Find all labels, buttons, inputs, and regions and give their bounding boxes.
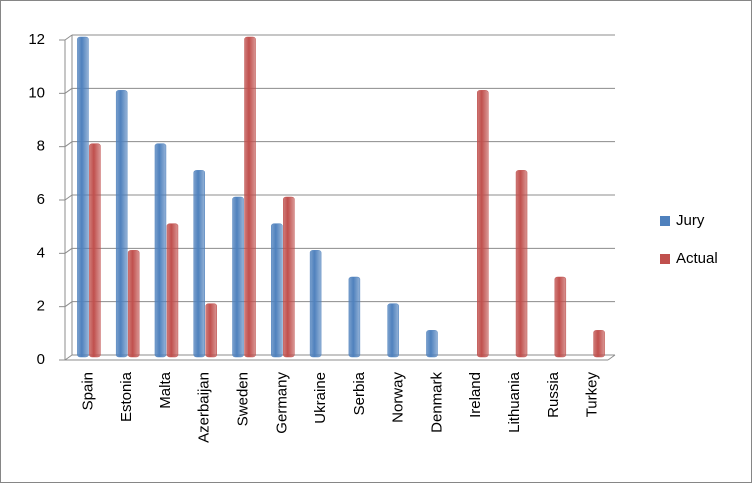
- grid-line-side: [64, 141, 73, 148]
- grid-line-side: [64, 354, 73, 361]
- bar: [348, 276, 361, 358]
- bar: [593, 330, 605, 358]
- x-tick-label: Germany: [273, 372, 290, 434]
- x-tick-label: Lithuania: [506, 371, 523, 433]
- bar: [115, 90, 128, 358]
- bar: [244, 36, 256, 358]
- y-tick-label: 4: [37, 244, 45, 261]
- y-tick-label: 2: [37, 298, 45, 315]
- y-tick-label: 0: [37, 351, 45, 368]
- x-tick-label: Spain: [79, 372, 96, 410]
- x-tick-label: Russia: [545, 371, 562, 418]
- legend-swatch: [660, 254, 670, 264]
- bar: [515, 170, 528, 358]
- y-tick-label: 8: [37, 138, 45, 155]
- legend-swatch: [660, 216, 670, 226]
- x-tick-label: Serbia: [351, 371, 368, 415]
- bar: [205, 303, 217, 358]
- x-tick-label: Turkey: [584, 372, 601, 418]
- bar: [89, 143, 101, 358]
- y-tick-label: 10: [28, 84, 45, 101]
- grid-line-side: [64, 301, 73, 308]
- y-tick-label: 12: [28, 31, 45, 48]
- grid-line-side: [64, 34, 73, 41]
- bar: [127, 250, 140, 358]
- legend-label: Actual: [676, 250, 718, 267]
- bar: [166, 223, 179, 358]
- x-tick-label: Estonia: [118, 371, 135, 422]
- bar: [426, 330, 438, 358]
- x-tick-label: Norway: [390, 372, 407, 423]
- bar: [554, 276, 567, 358]
- floor-side: [607, 354, 616, 361]
- bar: [193, 170, 205, 358]
- grid-line-side: [64, 247, 73, 254]
- bar: [477, 90, 489, 358]
- bar: [309, 250, 322, 358]
- legend-label: Jury: [676, 212, 705, 229]
- x-tick-label: Ukraine: [312, 372, 329, 424]
- bar: [154, 143, 167, 358]
- bar: [387, 303, 399, 358]
- x-tick-label: Malta: [157, 371, 174, 408]
- bar: [77, 36, 89, 358]
- x-tick-label: Azerbaijan: [196, 372, 213, 443]
- x-tick-label: Ireland: [467, 372, 484, 418]
- x-tick-label: Sweden: [235, 372, 252, 426]
- grid-line-side: [64, 194, 73, 201]
- y-tick-label: 6: [37, 191, 45, 208]
- grid-line-side: [64, 87, 73, 94]
- bar: [283, 196, 295, 358]
- x-tick-label: Denmark: [428, 372, 445, 433]
- bar: [271, 223, 283, 358]
- bar: [232, 196, 244, 358]
